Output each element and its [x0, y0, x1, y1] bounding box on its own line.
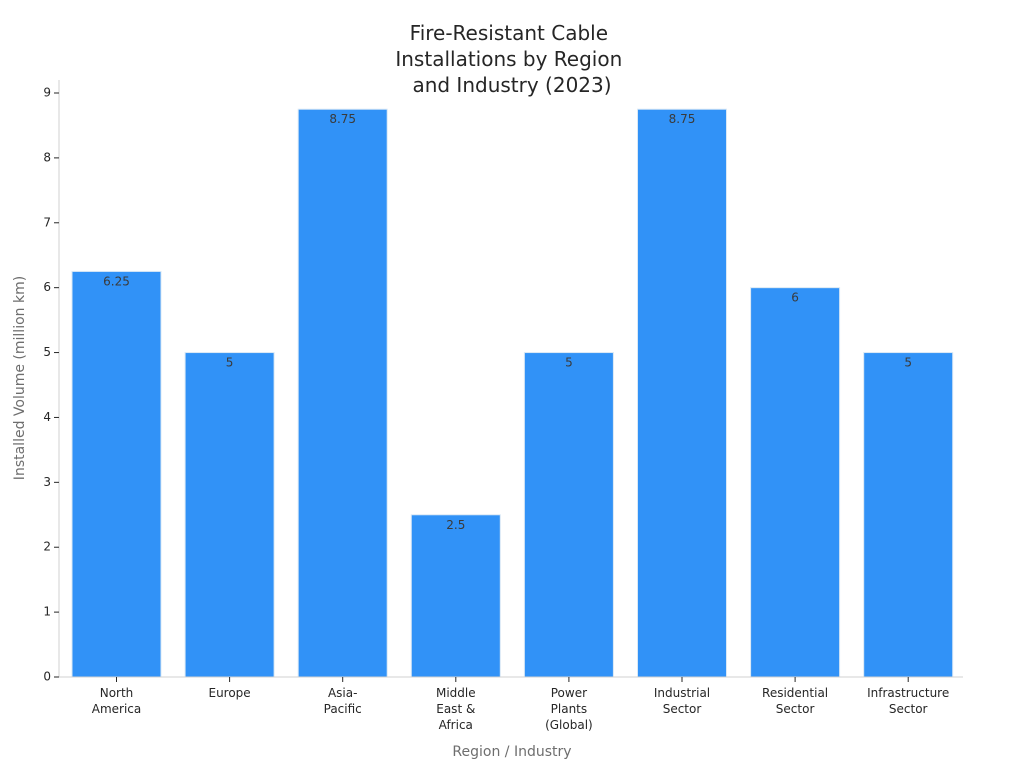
y-tick-label: 5: [43, 345, 51, 359]
bar: [750, 287, 841, 678]
x-tick-label-line: Sector: [663, 702, 702, 716]
x-tick-label: Europe: [208, 686, 250, 700]
y-tick-label: 7: [43, 215, 51, 229]
x-tick-label-line: Sector: [776, 702, 815, 716]
bar-data-label: 8.75: [329, 112, 356, 126]
x-tick-label: Asia- Pacific: [324, 686, 362, 716]
x-tick-label-line: America: [92, 702, 142, 716]
bars-group: [71, 108, 954, 678]
bar: [184, 352, 275, 678]
bar-data-label: 2.5: [446, 518, 465, 532]
chart-title-line-3: and Industry (2023): [412, 73, 611, 97]
x-ticks-group: North America Europe Asia- Pacific Middle East…: [92, 677, 949, 732]
x-tick-label-line: Plants: [551, 702, 588, 716]
x-tick-label-line: Residential: [762, 686, 828, 700]
bar-data-label: 6: [791, 291, 799, 305]
y-tick-label: 9: [43, 86, 51, 100]
y-axis-title: Installed Volume (million km): [12, 276, 28, 480]
x-tick-label-line: Infrastructure: [867, 686, 949, 700]
chart-title-line-1: Fire-Resistant Cable: [410, 21, 608, 45]
y-tick-label: 1: [43, 605, 51, 619]
chart-title: Fire-Resistant Cable Installations by Re…: [395, 21, 628, 97]
chart-title-line-2: Installations by Region: [395, 47, 622, 71]
bar-data-label: 5: [904, 356, 912, 370]
y-tick-label: 0: [43, 670, 51, 684]
x-tick-label-line: East &: [436, 702, 475, 716]
x-tick-label-line: Asia-: [328, 686, 357, 700]
x-tick-label: Residential Sector: [762, 686, 828, 716]
x-tick-label: Power Plants (Global): [545, 686, 593, 732]
y-tick-label: 4: [43, 410, 51, 424]
y-tick-label: 2: [43, 540, 51, 554]
bar-data-label: 8.75: [669, 112, 696, 126]
x-tick-label: Middle East & Africa: [436, 686, 476, 732]
bar: [637, 108, 727, 678]
x-axis-title: Region / Industry: [452, 744, 571, 760]
x-tick-label-line: Pacific: [324, 702, 362, 716]
x-tick-label-line: Industrial: [654, 686, 710, 700]
y-ticks-group: 0 1 2 3 4 5 6 7 8 9: [43, 86, 59, 684]
bar: [863, 352, 954, 678]
x-tick-label-line: Sector: [889, 702, 928, 716]
bar-data-label: 6.25: [103, 274, 130, 288]
x-tick-label: Infrastructure Sector: [867, 686, 949, 716]
bar-data-label: 5: [565, 356, 573, 370]
bar: [71, 270, 162, 678]
x-tick-label-line: Africa: [439, 718, 473, 732]
x-tick-label: North America: [92, 686, 142, 716]
y-tick-label: 8: [43, 150, 51, 164]
y-tick-label: 3: [43, 475, 51, 489]
x-tick-label-line: North: [100, 686, 134, 700]
x-tick-label: Industrial Sector: [654, 686, 710, 716]
x-tick-label-line: Middle: [436, 686, 476, 700]
bar: [297, 108, 388, 678]
x-tick-label-line: Power: [551, 686, 587, 700]
bar: [410, 514, 501, 678]
data-labels-group: 6.25 5 8.75 2.5 5 8.75 6 5: [103, 112, 912, 532]
bar-data-label: 5: [226, 356, 234, 370]
bar: [523, 352, 614, 678]
y-tick-label: 6: [43, 280, 51, 294]
x-tick-label-line: (Global): [545, 718, 593, 732]
x-tick-label-line: Europe: [208, 686, 250, 700]
